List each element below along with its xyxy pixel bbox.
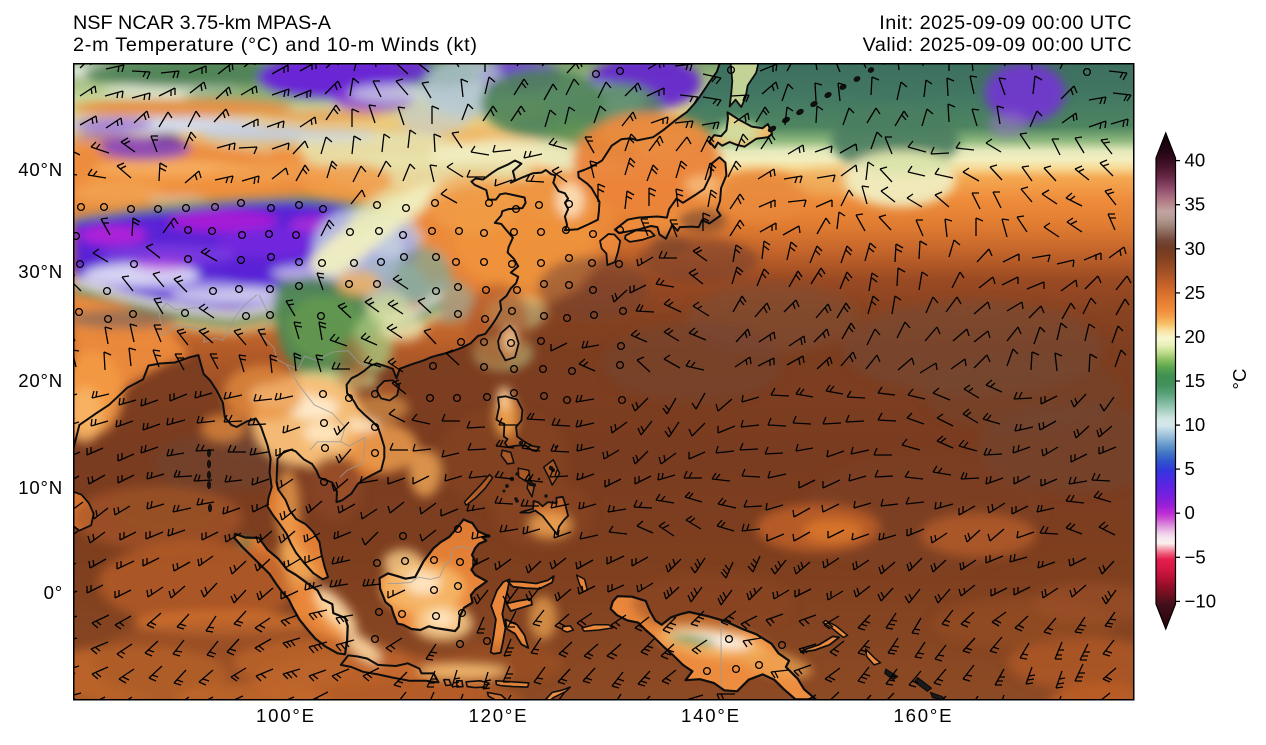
- svg-text:0: 0: [1185, 502, 1195, 523]
- svg-text:25: 25: [1185, 282, 1206, 303]
- svg-text:−10: −10: [1185, 590, 1217, 611]
- svg-text:5: 5: [1185, 458, 1195, 479]
- svg-text:−5: −5: [1185, 546, 1206, 567]
- svg-text:20: 20: [1185, 326, 1206, 347]
- svg-text:35: 35: [1185, 194, 1206, 215]
- svg-text:°C: °C: [1229, 369, 1250, 390]
- svg-text:30: 30: [1185, 238, 1206, 259]
- svg-text:10: 10: [1185, 414, 1206, 435]
- svg-text:40: 40: [1185, 150, 1206, 171]
- svg-text:15: 15: [1185, 370, 1206, 391]
